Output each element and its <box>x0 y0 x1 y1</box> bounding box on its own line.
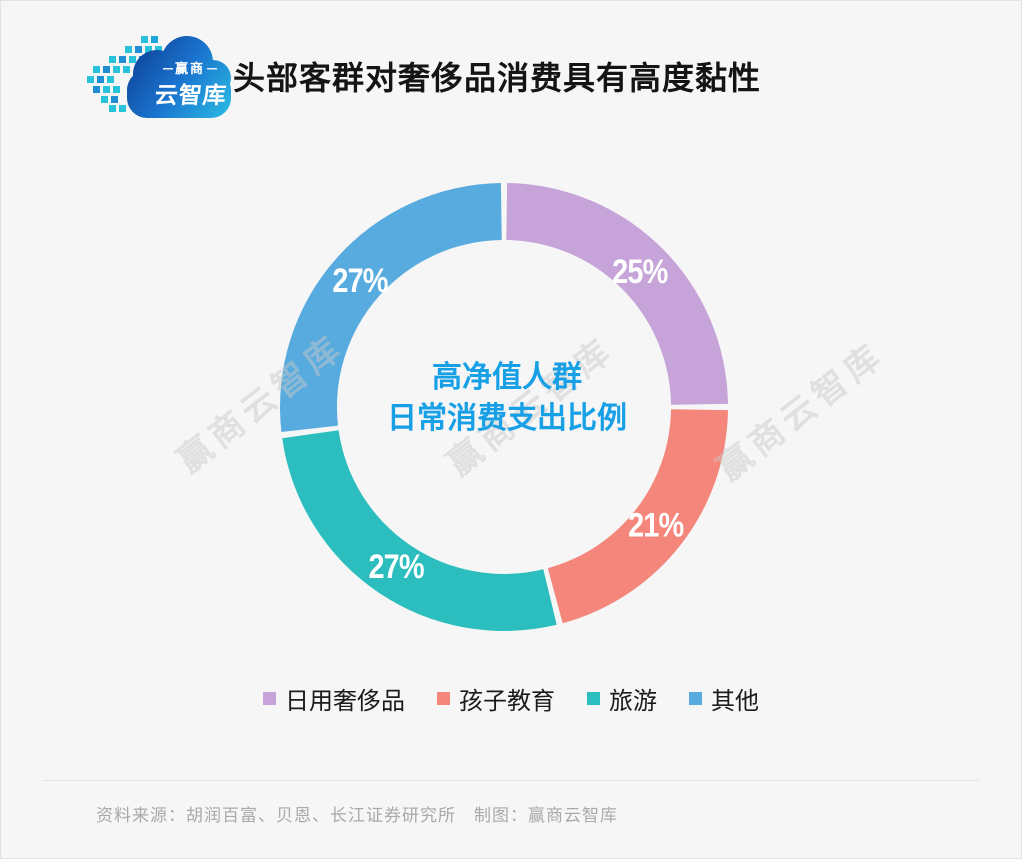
chart-center-label-line1: 高净值人群 <box>432 361 582 394</box>
legend-swatch <box>587 692 600 705</box>
chart-center-label-line2: 日常消费支出比例 <box>387 402 627 435</box>
donut-slice-4 <box>279 183 502 432</box>
slice-percent-label-3: 27% <box>368 547 424 586</box>
source-note: 资料来源：胡润百富、贝恩、长江证券研究所 制图：赢商云智库 <box>96 806 618 825</box>
legend-item-4: 其他 <box>689 681 759 716</box>
legend-swatch <box>437 692 450 705</box>
logo-dash-right <box>207 68 217 70</box>
legend-label: 旅游 <box>609 688 657 715</box>
donut-slice-2 <box>547 409 728 624</box>
brand-logo: 赢商 云智库 <box>87 36 231 118</box>
donut-slice-3 <box>282 430 557 631</box>
legend-item-1: 日用奢侈品 <box>263 681 405 716</box>
slice-percent-label-1: 25% <box>612 252 668 291</box>
slice-percent-label-2: 21% <box>628 505 684 544</box>
slice-percent-label-4: 27% <box>332 261 388 300</box>
logo-brand-line1: 赢商 <box>175 61 205 76</box>
page-title: 头部客群对奢侈品消费具有高度黏性 <box>233 60 762 96</box>
donut-slice-1 <box>506 183 728 405</box>
legend-swatch <box>263 692 276 705</box>
logo-brand-line2: 云智库 <box>153 82 228 108</box>
legend-swatch <box>689 692 702 705</box>
logo-dash-left <box>163 68 173 70</box>
legend: 日用奢侈品 孩子教育 旅游 其他 <box>1 681 1021 716</box>
chart-center-label: 高净值人群 日常消费支出比例 <box>387 357 627 439</box>
header: 赢商 云智库 头部客群对奢侈品消费具有高度黏性 <box>1 1 1021 141</box>
logo-cloud-shape <box>127 36 231 118</box>
legend-item-3: 旅游 <box>587 681 657 716</box>
footer-divider <box>43 780 979 781</box>
legend-label: 孩子教育 <box>459 688 555 715</box>
legend-label: 其他 <box>711 688 759 715</box>
legend-label: 日用奢侈品 <box>285 688 405 715</box>
legend-item-2: 孩子教育 <box>437 681 555 716</box>
